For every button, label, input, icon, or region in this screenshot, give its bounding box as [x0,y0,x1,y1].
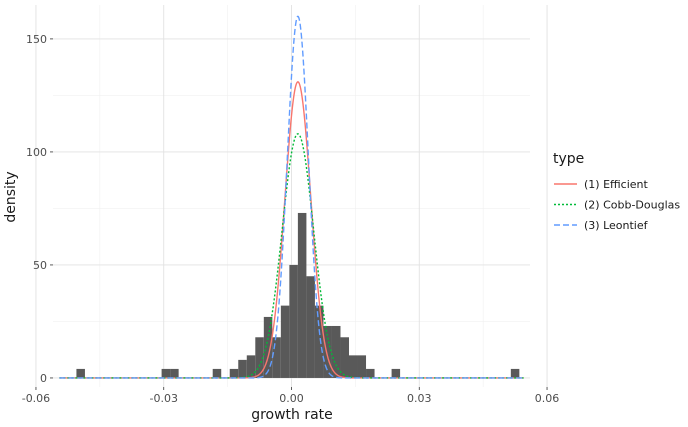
histogram-bar [76,368,85,378]
y-tick-label: 0 [40,372,47,385]
legend-label: (2) Cobb-Douglas [584,199,680,212]
histogram-bar [357,355,367,378]
x-tick-label: 0.06 [535,392,560,405]
x-axis-ticks: -0.06 -0.03 0.00 0.03 0.06 [22,387,560,405]
histogram-bar [510,368,520,378]
histogram-bar [246,355,256,378]
histogram-bar [170,368,179,378]
y-axis-title: density [3,171,19,222]
histogram-bar [272,337,281,378]
histogram-bar [366,368,375,378]
histogram-bar [238,359,247,378]
histogram-bar [348,355,358,378]
x-tick-label: 0.00 [279,392,304,405]
y-axis-ticks: 0 50 100 150 [26,33,53,385]
histogram-bar [391,368,401,378]
histogram-bar [280,305,290,378]
histogram-bar [297,212,307,378]
density-curve [59,15,524,379]
histogram-bars [76,212,520,378]
x-tick-label: -0.06 [22,392,50,405]
histogram-bar [340,337,349,378]
y-tick-label: 100 [26,146,47,159]
histogram-bar [289,264,298,378]
x-tick-label: 0.03 [407,392,432,405]
histogram-bar [263,316,273,378]
histogram-bar [229,368,239,378]
legend-title: type [553,151,584,167]
density-curves [59,15,524,379]
histogram-bar [255,337,264,378]
legend-label: (1) Efficient [584,178,649,191]
x-axis-title: growth rate [251,407,333,423]
histogram-bar [306,276,315,378]
histogram-bar [212,368,222,378]
y-tick-label: 150 [26,33,47,46]
legend-label: (3) Leontief [584,219,649,232]
histogram-bar [323,325,332,378]
histogram-bar [161,368,171,378]
legend: type (1) Efficient (2) Cobb-Douglas (3) Le… [553,151,680,232]
histogram-bar [331,325,341,378]
x-tick-label: -0.03 [149,392,177,405]
y-tick-label: 50 [33,259,47,272]
histogram-bar [314,305,324,378]
